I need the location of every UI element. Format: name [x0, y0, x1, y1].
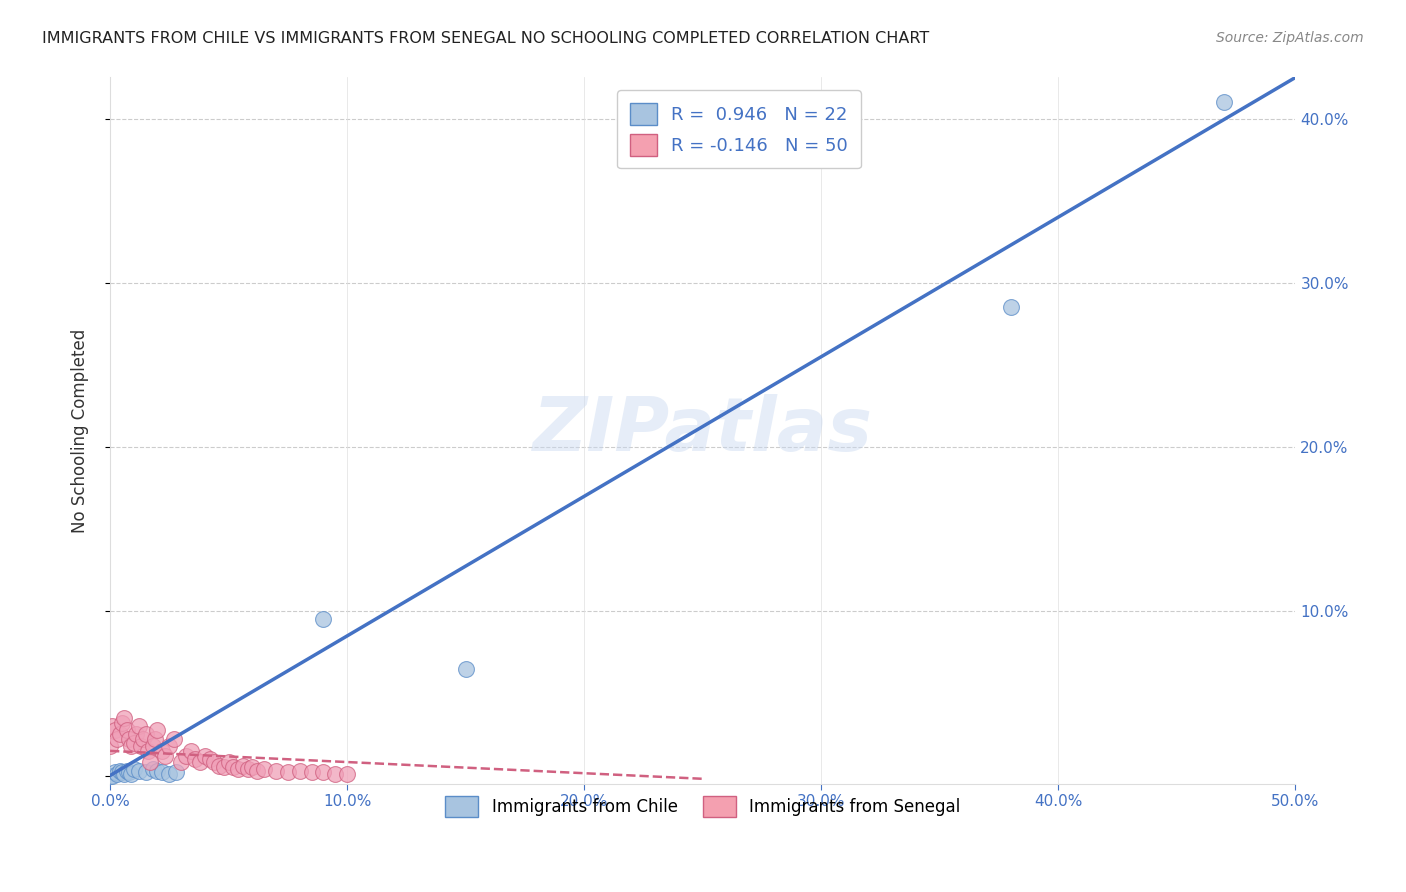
Point: [253, 762, 276, 776]
Point: [222, 760, 245, 774]
Text: IMMIGRANTS FROM CHILE VS IMMIGRANTS FROM SENEGAL NO SCHOOLING COMPLETED CORRELAT: IMMIGRANTS FROM CHILE VS IMMIGRANTS FROM…: [42, 31, 929, 46]
Point: [163, 732, 186, 747]
Point: [157, 767, 180, 781]
Point: [142, 762, 165, 776]
Point: [150, 765, 173, 780]
Point: [139, 756, 162, 770]
Point: [108, 764, 131, 778]
Point: [288, 764, 311, 778]
Point: [454, 662, 477, 676]
Point: [1213, 95, 1236, 109]
Legend: Immigrants from Chile, Immigrants from Senegal: Immigrants from Chile, Immigrants from S…: [437, 788, 969, 825]
Point: [174, 748, 197, 763]
Y-axis label: No Schooling Completed: No Schooling Completed: [72, 328, 89, 533]
Point: [98, 768, 121, 782]
Point: [323, 767, 346, 781]
Point: [129, 739, 152, 753]
Point: [132, 732, 155, 747]
Point: [105, 767, 128, 781]
Point: [312, 612, 335, 626]
Point: [240, 760, 263, 774]
Point: [166, 765, 188, 780]
Point: [112, 711, 135, 725]
Point: [104, 765, 127, 780]
Point: [111, 715, 134, 730]
Point: [143, 732, 166, 747]
Point: [208, 758, 231, 772]
Point: [136, 744, 159, 758]
Point: [112, 767, 135, 781]
Point: [101, 768, 124, 782]
Point: [202, 756, 225, 770]
Point: [264, 764, 287, 778]
Text: ZIPatlas: ZIPatlas: [533, 394, 873, 467]
Point: [128, 764, 150, 778]
Point: [146, 764, 169, 778]
Point: [194, 748, 217, 763]
Point: [128, 719, 150, 733]
Point: [212, 760, 235, 774]
Point: [125, 727, 148, 741]
Point: [115, 723, 138, 737]
Point: [277, 765, 299, 780]
Point: [111, 765, 134, 780]
Point: [122, 762, 145, 776]
Point: [146, 723, 169, 737]
Point: [301, 765, 323, 780]
Point: [188, 756, 211, 770]
Point: [170, 756, 193, 770]
Text: Source: ZipAtlas.com: Source: ZipAtlas.com: [1216, 31, 1364, 45]
Point: [336, 767, 359, 781]
Point: [118, 732, 141, 747]
Point: [135, 727, 157, 741]
Point: [226, 762, 249, 776]
Point: [232, 758, 254, 772]
Point: [150, 744, 173, 758]
Point: [98, 739, 121, 753]
Point: [157, 739, 180, 753]
Point: [218, 756, 240, 770]
Point: [1000, 301, 1022, 315]
Point: [198, 752, 221, 766]
Point: [108, 727, 131, 741]
Point: [236, 762, 259, 776]
Point: [101, 719, 124, 733]
Point: [105, 732, 128, 747]
Point: [104, 723, 127, 737]
Point: [246, 764, 269, 778]
Point: [142, 739, 165, 753]
Point: [184, 752, 207, 766]
Point: [122, 736, 145, 750]
Point: [120, 739, 142, 753]
Point: [312, 765, 335, 780]
Point: [118, 765, 141, 780]
Point: [153, 748, 176, 763]
Point: [135, 765, 157, 780]
Point: [180, 744, 202, 758]
Point: [120, 767, 142, 781]
Point: [115, 764, 138, 778]
